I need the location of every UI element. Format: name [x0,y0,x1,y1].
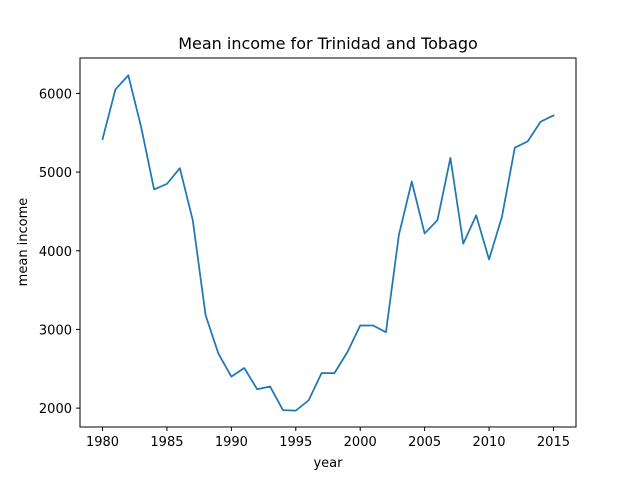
x-tick-label: 2000 [344,435,377,450]
plot-frame [79,57,577,428]
x-tick-label: 2010 [472,435,505,450]
y-tick-label: 2000 [39,402,72,417]
x-axis-ticks: 1980 1985 1990 1995 2000 2005 2010 2015 [86,427,570,450]
x-axis-label: year [313,456,343,471]
y-tick-label: 4000 [39,245,72,260]
x-tick-label: 1995 [279,435,312,450]
y-tick-label: 5000 [39,166,72,181]
x-tick-label: 2005 [408,435,441,450]
y-tick-label: 6000 [39,87,72,102]
x-tick-label: 1990 [215,435,248,450]
x-tick-label: 2015 [537,435,570,450]
y-tick-label: 3000 [39,323,72,338]
series-layer [101,74,555,412]
x-tick-label: 1980 [86,435,119,450]
chart-title: Mean income for Trinidad and Tobago [178,34,478,53]
y-axis-label: mean income [16,198,31,287]
series-line [101,74,555,412]
y-axis-ticks: 2000 3000 4000 5000 6000 [39,87,80,417]
x-tick-label: 1985 [150,435,183,450]
